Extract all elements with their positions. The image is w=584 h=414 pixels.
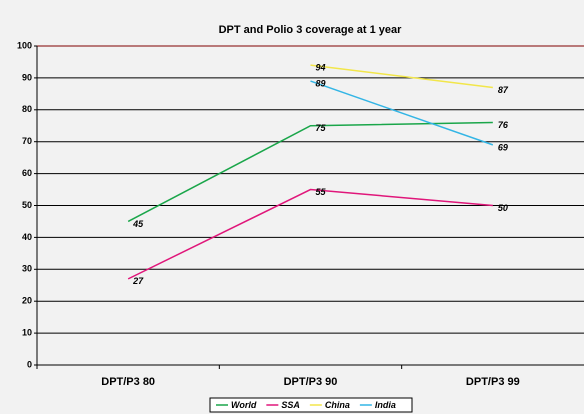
data-label: 50: [498, 203, 508, 213]
data-label: 69: [498, 142, 508, 152]
legend-label: SSA: [281, 400, 300, 410]
data-label: 94: [316, 63, 326, 73]
y-tick-label: 0: [27, 359, 32, 369]
legend-label: India: [375, 400, 396, 410]
data-label: 75: [316, 123, 327, 133]
y-tick-label: 80: [22, 104, 32, 114]
series-line: [310, 64, 493, 89]
series-line: [310, 80, 494, 146]
legend-label: China: [325, 400, 350, 410]
y-tick-label: 20: [22, 296, 32, 306]
y-tick-label: 50: [22, 200, 32, 210]
data-label: 45: [132, 219, 144, 229]
legend-label: World: [231, 400, 257, 410]
legend: World SSA China India: [209, 397, 413, 413]
data-label: 89: [316, 78, 326, 88]
y-tick-label: 40: [22, 232, 32, 242]
y-tick-label: 70: [22, 136, 32, 146]
data-label: 76: [498, 120, 509, 130]
y-tick-label: 60: [22, 168, 32, 178]
x-tick-label: DPT/P3 99: [466, 376, 520, 388]
x-tick-label: DPT/P3 80: [101, 376, 155, 388]
y-tick-label: 10: [22, 327, 32, 337]
y-tick-label: 30: [22, 264, 32, 274]
y-tick-label: 100: [17, 40, 32, 50]
data-label: 27: [132, 276, 144, 286]
data-label: 55: [316, 187, 327, 197]
series-line: [127, 188, 493, 280]
y-tick-label: 90: [22, 72, 32, 82]
data-label: 87: [498, 85, 509, 95]
chart-title: DPT and Polio 3 coverage at 1 year: [219, 24, 403, 36]
x-tick-label: DPT/P3 90: [284, 376, 338, 388]
